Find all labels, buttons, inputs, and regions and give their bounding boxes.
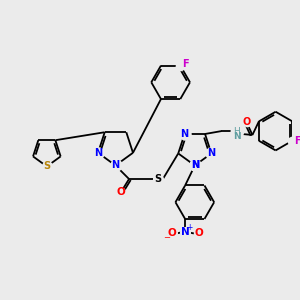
Text: S: S [43, 161, 50, 171]
Text: N: N [94, 148, 102, 158]
Text: O: O [242, 117, 251, 128]
Text: H: H [234, 127, 240, 136]
Text: F: F [294, 136, 300, 146]
Text: N: N [111, 160, 120, 170]
Text: N: N [207, 148, 215, 158]
Text: N: N [181, 129, 189, 139]
Text: O: O [117, 187, 126, 196]
Text: N: N [233, 132, 241, 141]
Text: N: N [191, 160, 199, 170]
Text: O: O [194, 229, 203, 238]
Text: S: S [154, 174, 162, 184]
Text: +: + [186, 223, 192, 232]
Text: −: − [163, 233, 170, 242]
Text: F: F [182, 58, 188, 69]
Text: O: O [167, 229, 176, 238]
Text: N: N [191, 160, 199, 170]
Text: N: N [181, 226, 190, 236]
